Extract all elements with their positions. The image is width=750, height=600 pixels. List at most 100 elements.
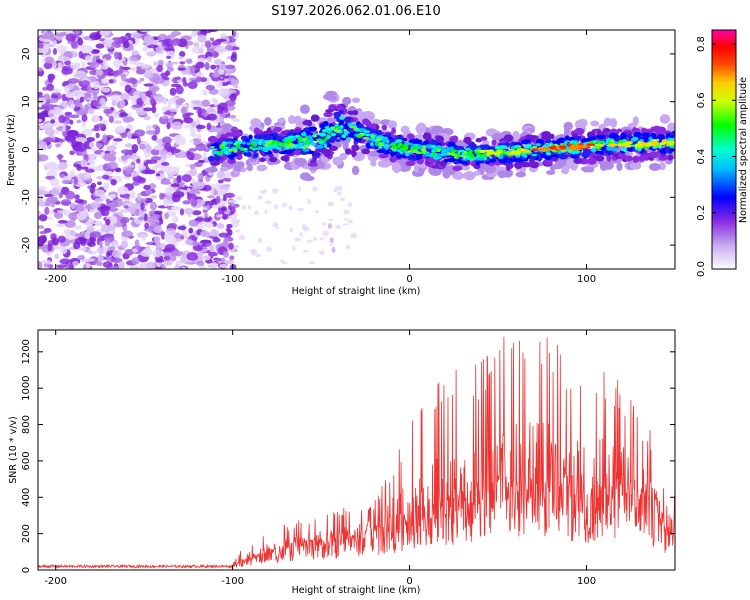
- noise-blob: [288, 205, 293, 210]
- noise-blob: [328, 218, 334, 222]
- signal-blob: [549, 164, 556, 171]
- signal-blob: [573, 150, 581, 154]
- signal-blob: [300, 132, 307, 137]
- noise-blob: [76, 119, 82, 124]
- signal-blob: [366, 144, 371, 149]
- noise-blob: [145, 130, 157, 135]
- noise-blob: [64, 120, 70, 125]
- noise-blob: [170, 83, 182, 88]
- noise-blob: [238, 234, 246, 241]
- noise-blob: [190, 132, 197, 138]
- signal-blob: [243, 147, 248, 151]
- signal-blob: [207, 155, 215, 162]
- noise-blob: [206, 195, 216, 199]
- noise-blob: [98, 38, 106, 42]
- noise-blob: [200, 230, 211, 238]
- spectrogram-y-tick-label: 0: [21, 146, 32, 152]
- signal-blob: [339, 152, 348, 161]
- signal-blob: [378, 153, 389, 159]
- noise-blob: [195, 124, 206, 130]
- signal-blob: [484, 163, 496, 174]
- signal-blob: [469, 154, 475, 159]
- noise-blob: [318, 250, 325, 255]
- noise-blob: [191, 46, 204, 55]
- noise-blob: [99, 30, 111, 37]
- noise-blob: [125, 166, 133, 175]
- noise-blob: [158, 149, 168, 156]
- signal-blob: [257, 141, 262, 146]
- noise-blob: [218, 232, 230, 238]
- noise-blob: [114, 168, 122, 173]
- noise-blob: [193, 42, 200, 48]
- noise-blob: [185, 163, 192, 167]
- snr-x-tick-label: -100: [221, 576, 244, 587]
- noise-blob: [47, 110, 53, 117]
- spectrogram-y-tick-label: -10: [21, 189, 32, 205]
- colorbar-tick-label: 0.2: [696, 205, 707, 221]
- noise-blob: [117, 186, 129, 195]
- noise-blob: [169, 113, 175, 118]
- noise-blob: [96, 247, 108, 255]
- noise-blob: [203, 212, 209, 219]
- noise-blob: [224, 44, 234, 51]
- noise-blob: [184, 207, 194, 215]
- noise-blob: [118, 260, 125, 269]
- signal-blob: [485, 160, 491, 165]
- spectrogram-signal-track: [205, 90, 675, 253]
- noise-blob: [120, 132, 128, 139]
- noise-blob: [102, 58, 107, 66]
- noise-blob: [180, 104, 191, 108]
- noise-blob: [178, 50, 186, 58]
- noise-blob: [80, 80, 90, 87]
- noise-blob: [350, 233, 358, 239]
- noise-blob: [106, 39, 112, 48]
- noise-blob: [159, 192, 165, 200]
- signal-blob: [456, 145, 464, 150]
- signal-blob: [391, 127, 397, 134]
- noise-blob: [130, 78, 138, 85]
- signal-blob: [228, 138, 233, 142]
- noise-blob: [55, 143, 61, 148]
- signal-blob: [452, 171, 465, 180]
- noise-blob: [146, 51, 156, 57]
- signal-blob: [227, 154, 235, 159]
- signal-blob: [341, 134, 347, 139]
- signal-hot-blob: [545, 147, 551, 151]
- isolated-blob: [327, 222, 332, 229]
- noise-blob: [179, 208, 185, 216]
- noise-blob: [137, 216, 144, 221]
- signal-blob: [614, 134, 619, 138]
- noise-blob: [39, 230, 48, 235]
- noise-blob: [308, 260, 315, 265]
- noise-blob: [70, 202, 76, 210]
- signal-blob: [422, 132, 432, 141]
- noise-blob: [190, 100, 202, 104]
- noise-blob: [112, 37, 122, 41]
- noise-blob: [107, 161, 118, 170]
- snr-x-axis-title: Height of straight line (km): [292, 585, 421, 596]
- noise-blob: [43, 30, 54, 40]
- noise-blob: [190, 198, 198, 207]
- noise-blob: [38, 214, 48, 222]
- signal-blob: [302, 175, 315, 182]
- signal-blob: [302, 120, 312, 126]
- signal-blob: [343, 129, 348, 132]
- noise-blob: [44, 56, 55, 64]
- noise-blob: [280, 259, 285, 263]
- signal-blob: [240, 148, 244, 152]
- signal-blob: [375, 142, 379, 146]
- noise-blob: [45, 122, 56, 127]
- signal-blob: [265, 141, 272, 145]
- noise-blob: [179, 61, 186, 65]
- noise-blob: [166, 34, 176, 39]
- noise-blob: [138, 111, 148, 116]
- signal-blob: [658, 162, 667, 171]
- noise-blob: [161, 136, 172, 145]
- noise-blob: [47, 242, 53, 252]
- snr-y-tick-label: 200: [21, 524, 32, 543]
- signal-blob: [618, 151, 626, 160]
- signal-blob: [436, 135, 445, 144]
- noise-blob: [264, 209, 268, 214]
- signal-blob: [316, 145, 324, 149]
- signal-blob: [273, 127, 281, 132]
